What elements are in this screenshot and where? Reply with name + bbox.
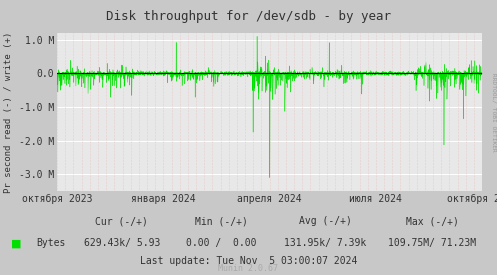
Text: Munin 2.0.67: Munin 2.0.67 — [219, 264, 278, 273]
Text: ■: ■ — [11, 238, 21, 248]
Text: 629.43k/ 5.93: 629.43k/ 5.93 — [83, 238, 160, 248]
Text: 0.00 /  0.00: 0.00 / 0.00 — [186, 238, 256, 248]
Text: Cur (-/+): Cur (-/+) — [95, 216, 148, 226]
Text: RRDTOOL/ TOBI OETIKER: RRDTOOL/ TOBI OETIKER — [491, 73, 496, 152]
Text: Avg (-/+): Avg (-/+) — [299, 216, 352, 226]
Text: 109.75M/ 71.23M: 109.75M/ 71.23M — [388, 238, 477, 248]
Text: Pr second read (-) / write (+): Pr second read (-) / write (+) — [4, 32, 13, 193]
Text: Bytes: Bytes — [36, 238, 65, 248]
Text: Min (-/+): Min (-/+) — [195, 216, 248, 226]
Text: 131.95k/ 7.39k: 131.95k/ 7.39k — [284, 238, 367, 248]
Text: Last update: Tue Nov  5 03:00:07 2024: Last update: Tue Nov 5 03:00:07 2024 — [140, 256, 357, 266]
Text: Disk throughput for /dev/sdb - by year: Disk throughput for /dev/sdb - by year — [106, 10, 391, 23]
Text: Max (-/+): Max (-/+) — [406, 216, 459, 226]
